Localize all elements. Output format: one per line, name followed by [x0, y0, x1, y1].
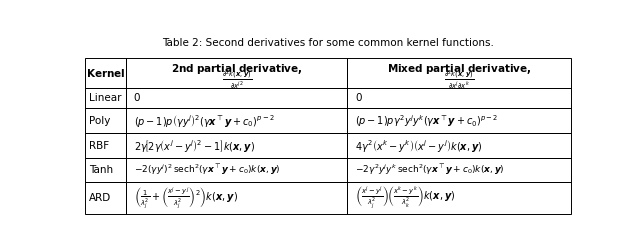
Bar	[348, 158, 571, 182]
Bar	[126, 158, 348, 182]
Text: $4\gamma^2\left(x^k - y^k\right)\left(x^j - y^j\right)k(\boldsymbol{x},\boldsymb: $4\gamma^2\left(x^k - y^k\right)\left(x^…	[355, 137, 483, 154]
Text: 0: 0	[134, 93, 140, 103]
Bar	[85, 133, 126, 158]
Text: 0: 0	[355, 93, 362, 103]
Bar	[348, 58, 571, 88]
Text: Table 2: Second derivatives for some common kernel functions.: Table 2: Second derivatives for some com…	[162, 38, 494, 48]
Bar	[85, 88, 126, 108]
Text: $\left(\frac{1}{\lambda_j^2} + \left(\frac{x^j - y^j}{\lambda_j^2}\right)^2\righ: $\left(\frac{1}{\lambda_j^2} + \left(\fr…	[134, 185, 237, 211]
Text: Tanh: Tanh	[89, 165, 113, 175]
Bar	[85, 58, 126, 88]
Bar	[348, 88, 571, 108]
Text: $2\gamma\!\left[2\gamma\left(x^j - y^j\right)^2 - 1\right]k(\boldsymbol{x},\bold: $2\gamma\!\left[2\gamma\left(x^j - y^j\r…	[134, 137, 255, 154]
Bar	[126, 133, 348, 158]
Text: $\frac{\partial^2 k(\boldsymbol{x},\boldsymbol{y})}{\partial x^j \partial x^k}$: $\frac{\partial^2 k(\boldsymbol{x},\bold…	[444, 68, 474, 91]
Bar	[126, 182, 348, 214]
Text: $-2(\gamma y^j)^2\,\mathrm{sech}^2(\gamma \boldsymbol{x}^\top \boldsymbol{y}+c_0: $-2(\gamma y^j)^2\,\mathrm{sech}^2(\gamm…	[134, 163, 280, 177]
Text: $(p-1)p\gamma^2 y^j y^k \left(\gamma \boldsymbol{x}^\top \boldsymbol{y} + c_0\ri: $(p-1)p\gamma^2 y^j y^k \left(\gamma \bo…	[355, 113, 499, 129]
Text: $-2\gamma^2 y^j y^k\,\mathrm{sech}^2(\gamma \boldsymbol{x}^\top \boldsymbol{y}+c: $-2\gamma^2 y^j y^k\,\mathrm{sech}^2(\ga…	[355, 163, 504, 177]
Bar	[126, 88, 348, 108]
Text: $\mathbf{Mixed\ partial\ derivative,}$: $\mathbf{Mixed\ partial\ derivative,}$	[387, 62, 531, 76]
Bar	[126, 108, 348, 133]
Text: ARD: ARD	[89, 193, 111, 203]
Bar	[348, 182, 571, 214]
Text: $\left(\frac{x^j - y^j}{\lambda_j^2}\right)\!\left(\frac{x^k - y^k}{\lambda_k^2}: $\left(\frac{x^j - y^j}{\lambda_j^2}\rig…	[355, 185, 455, 211]
Bar	[85, 158, 126, 182]
Text: $\mathbf{2nd\ partial\ derivative,}$: $\mathbf{2nd\ partial\ derivative,}$	[171, 62, 303, 76]
Text: $(p-1)p\left(\gamma y^j\right)^2 \left(\gamma \boldsymbol{x}^\top \boldsymbol{y}: $(p-1)p\left(\gamma y^j\right)^2 \left(\…	[134, 113, 275, 129]
Text: Poly: Poly	[89, 116, 110, 126]
Text: Linear: Linear	[89, 93, 122, 103]
Bar	[85, 182, 126, 214]
Text: $\mathbf{Kernel}$: $\mathbf{Kernel}$	[86, 67, 125, 79]
Bar	[85, 108, 126, 133]
Bar	[348, 108, 571, 133]
Text: $\frac{\partial^2 k(\boldsymbol{x},\boldsymbol{y})}{\partial {x^j}^2}$: $\frac{\partial^2 k(\boldsymbol{x},\bold…	[221, 68, 252, 91]
Bar	[348, 133, 571, 158]
Text: RBF: RBF	[89, 141, 109, 151]
Bar	[126, 58, 348, 88]
